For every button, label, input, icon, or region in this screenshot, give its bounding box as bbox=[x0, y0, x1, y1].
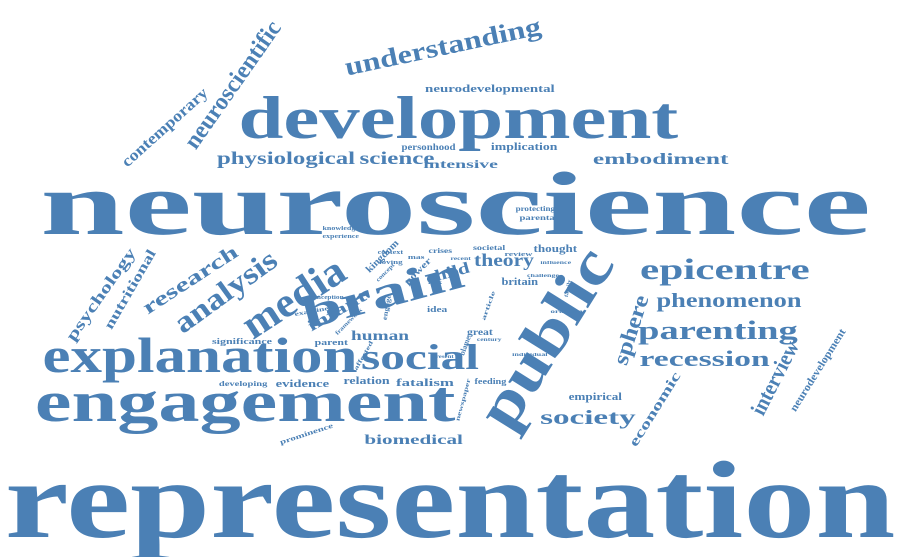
word-human: human bbox=[350, 329, 410, 344]
word-crises: crises bbox=[428, 246, 452, 255]
word-personhood: personhood bbox=[400, 141, 456, 152]
word-science: science bbox=[359, 148, 435, 168]
word-recent: recent bbox=[449, 256, 471, 262]
word-idea: idea bbox=[426, 305, 448, 314]
word-individual: individual bbox=[512, 352, 548, 358]
word-britain: britain bbox=[500, 277, 538, 288]
word-understanding: understanding bbox=[342, 11, 544, 82]
word-protecting: protecting bbox=[515, 204, 555, 213]
word-embodiment: embodiment bbox=[592, 151, 728, 168]
word-knowledge: knowledge bbox=[321, 226, 359, 232]
word-fatalism: fatalism bbox=[396, 376, 454, 389]
word-societal: societal bbox=[472, 243, 506, 252]
word-loving: loving bbox=[379, 260, 403, 266]
word-context: context bbox=[377, 250, 403, 256]
word-conception: conception bbox=[310, 295, 344, 301]
word-society: society bbox=[540, 407, 636, 429]
word-ordinary: ordinary bbox=[550, 309, 584, 315]
word-epicentre: epicentre bbox=[640, 253, 810, 286]
word-parental: parental bbox=[518, 213, 558, 222]
word-feeding: feeding bbox=[474, 377, 506, 386]
word-theory: theory bbox=[474, 250, 534, 270]
word-century: century bbox=[476, 337, 502, 343]
word-development: development bbox=[237, 85, 678, 151]
word-risk: risk bbox=[427, 280, 443, 286]
word-intensive: intensive bbox=[422, 157, 498, 171]
word-neuroscience: neuroscience bbox=[39, 155, 871, 254]
word-challenge: challenge bbox=[527, 273, 559, 279]
word-engagement: engagement bbox=[34, 369, 456, 434]
word-explanation: explanation bbox=[42, 327, 358, 383]
word-empirical: empirical bbox=[568, 392, 622, 403]
word-parent: parent bbox=[314, 338, 348, 347]
word-developing: developing bbox=[218, 379, 268, 388]
word-physiological: physiological bbox=[216, 148, 356, 168]
word-present: present bbox=[432, 354, 454, 360]
word-thought: thought bbox=[533, 242, 577, 255]
word-neurodevelopmental: neurodevelopmental bbox=[425, 82, 555, 95]
word-evidence: evidence bbox=[275, 379, 329, 390]
word-great: great bbox=[467, 326, 493, 337]
word-economic: economic bbox=[626, 369, 685, 450]
word-phenomenon: phenomenon bbox=[656, 290, 802, 312]
word-mas: mas bbox=[407, 255, 425, 261]
word-parenting: parenting bbox=[638, 316, 798, 345]
word-recession: recession bbox=[638, 346, 770, 371]
word-experience: experience bbox=[321, 234, 359, 240]
word-relation: relation bbox=[342, 376, 390, 387]
word-representation: representation bbox=[4, 439, 896, 557]
word-influence: influence bbox=[539, 260, 571, 266]
word-implication: implication bbox=[490, 142, 558, 153]
word-social: social bbox=[361, 337, 479, 377]
word-article: article bbox=[481, 290, 498, 322]
word-review: review bbox=[504, 252, 532, 258]
word-biomedical: biomedical bbox=[363, 433, 463, 448]
word-significance: significance bbox=[212, 337, 272, 346]
